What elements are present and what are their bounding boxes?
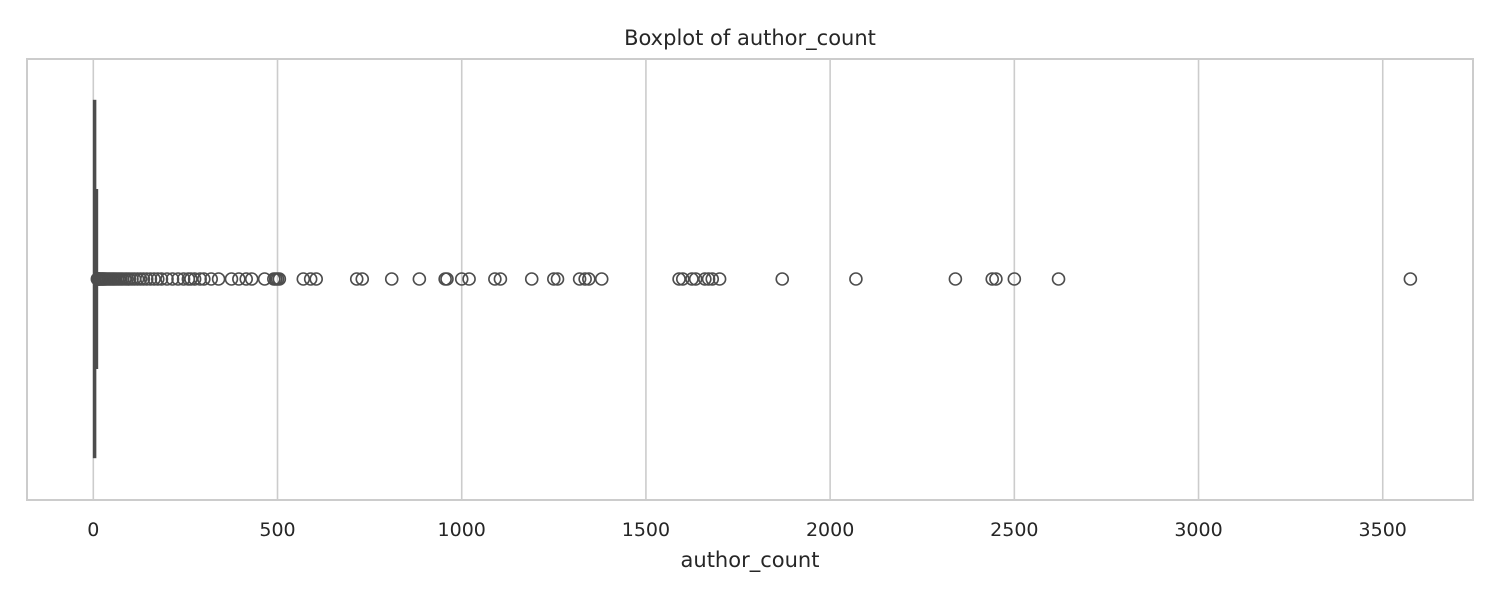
outlier-point xyxy=(582,272,596,286)
outlier-point xyxy=(412,272,427,286)
outlier-point xyxy=(775,272,790,286)
outlier-point xyxy=(688,272,703,286)
outlier-point xyxy=(1007,272,1022,286)
outlier-point xyxy=(594,272,609,286)
x-tick-label-3500: 3500 xyxy=(1359,519,1407,541)
outlier-point xyxy=(272,272,287,286)
plot-frame xyxy=(26,58,1474,501)
x-axis-label: author_count xyxy=(681,548,820,573)
outlier-point xyxy=(550,272,565,286)
x-tick-label-2000: 2000 xyxy=(806,519,854,541)
x-tick-label-1500: 1500 xyxy=(622,519,670,541)
outlier-point xyxy=(143,272,158,286)
outlier-point xyxy=(165,272,180,286)
outlier-point xyxy=(303,272,318,286)
chart-title: Boxplot of author_count xyxy=(624,26,876,51)
outlier-point xyxy=(232,272,246,286)
outlier-point xyxy=(187,272,202,286)
outlier-point xyxy=(384,272,399,286)
outlier-point xyxy=(296,272,311,286)
outlier-point xyxy=(578,272,592,286)
outlier-point xyxy=(309,272,324,286)
outliers xyxy=(90,272,1418,286)
outlier-point xyxy=(204,272,219,286)
outlier-point xyxy=(524,272,539,286)
outlier-point xyxy=(349,272,364,286)
outlier-point xyxy=(176,272,191,286)
outlier-point xyxy=(985,272,1000,286)
outlier-point xyxy=(193,272,207,286)
outlier-point xyxy=(160,272,174,286)
x-tick-label-500: 500 xyxy=(259,519,295,541)
outlier-point xyxy=(184,272,198,286)
outlier-point xyxy=(462,272,476,286)
outlier-point xyxy=(488,272,502,286)
outlier-point xyxy=(244,272,259,286)
outlier-point xyxy=(197,272,211,286)
x-tick-label-1000: 1000 xyxy=(438,519,486,541)
outlier-point xyxy=(712,272,727,286)
outlier-point xyxy=(147,272,161,286)
x-tick-labels: 0 500 1000 1500 2000 2500 3000 3500 xyxy=(87,519,1407,541)
outlier-point xyxy=(675,272,690,286)
outlier-point xyxy=(547,272,561,286)
outlier-point xyxy=(493,272,508,286)
outlier-point xyxy=(239,272,254,286)
outlier-point xyxy=(685,272,699,286)
x-tick-label-2500: 2500 xyxy=(990,519,1038,541)
outlier-point xyxy=(171,272,185,286)
outlier-point xyxy=(701,272,716,286)
outlier-point xyxy=(1051,272,1066,286)
outlier-point xyxy=(440,272,454,286)
outlier-point xyxy=(257,272,272,286)
outlier-point xyxy=(150,272,165,286)
outlier-point xyxy=(698,272,712,286)
outlier-point xyxy=(224,272,239,286)
outlier-point xyxy=(355,272,370,286)
outlier-point xyxy=(989,272,1003,286)
outlier-point xyxy=(572,272,587,286)
x-tick-label-0: 0 xyxy=(87,519,99,541)
outlier-point xyxy=(154,272,169,286)
outlier-point xyxy=(705,272,720,286)
outlier-point xyxy=(211,272,226,286)
outlier-point xyxy=(672,272,686,286)
outlier-point xyxy=(136,272,151,286)
outlier-point xyxy=(849,272,863,286)
grid-lines xyxy=(92,60,1384,499)
x-tick-label-3000: 3000 xyxy=(1174,519,1222,541)
outlier-point xyxy=(948,272,963,286)
outlier-point xyxy=(1403,272,1418,286)
outlier-point xyxy=(454,272,469,286)
outlier-point xyxy=(139,272,154,286)
